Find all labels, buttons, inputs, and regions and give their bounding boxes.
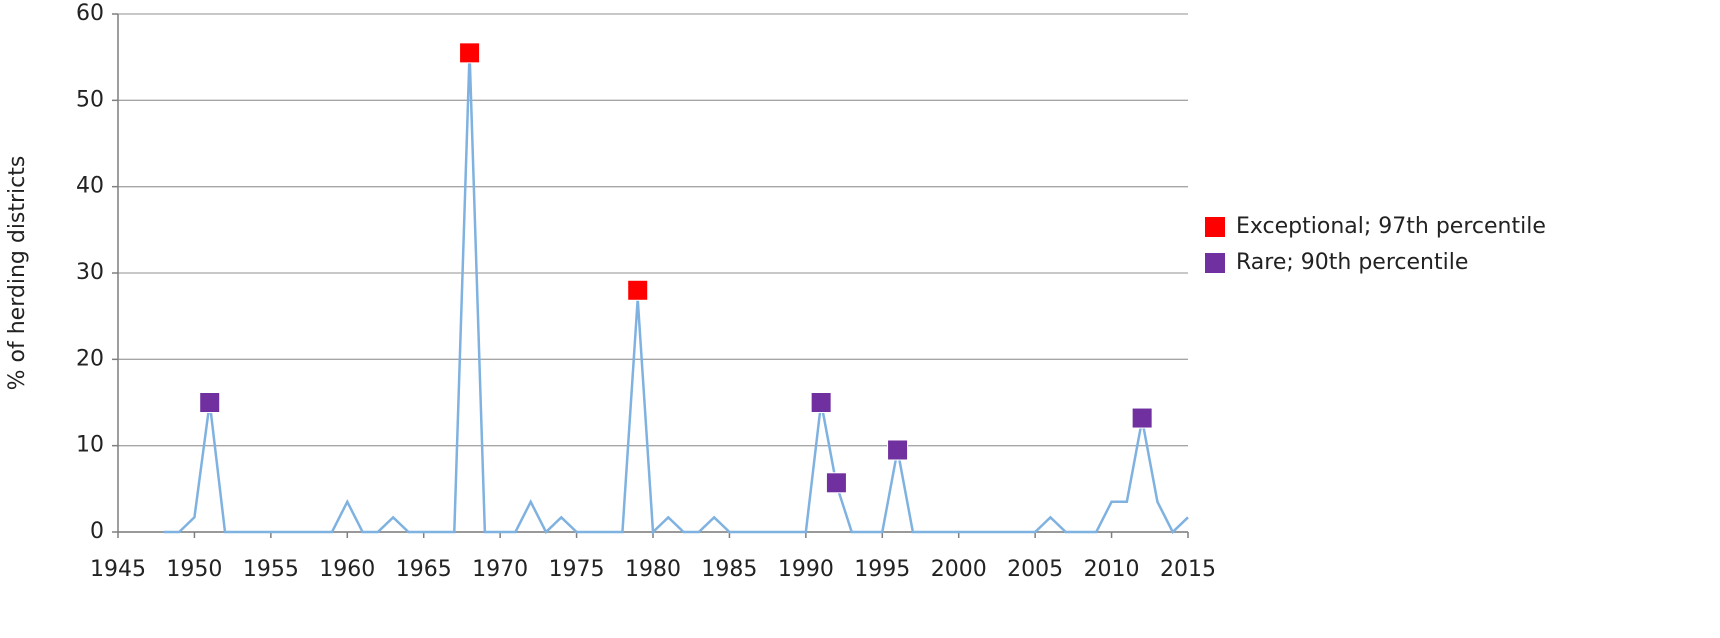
marker bbox=[459, 42, 481, 64]
y-tick-label: 50 bbox=[76, 87, 104, 112]
y-tick-label: 30 bbox=[76, 260, 104, 285]
y-axis-label: % of herding districts bbox=[5, 156, 30, 391]
x-tick-label: 2005 bbox=[1007, 557, 1063, 582]
x-tick-label: 1960 bbox=[319, 557, 375, 582]
marker bbox=[825, 472, 847, 494]
x-tick-label: 1985 bbox=[701, 557, 757, 582]
y-tick-label: 0 bbox=[90, 519, 104, 544]
x-tick-label: 2010 bbox=[1084, 557, 1140, 582]
x-tick-label: 1945 bbox=[90, 557, 146, 582]
legend-swatch bbox=[1205, 253, 1225, 273]
y-tick-label: 40 bbox=[76, 174, 104, 199]
x-tick-label: 1950 bbox=[166, 557, 222, 582]
marker bbox=[1131, 407, 1153, 429]
x-tick-label: 1975 bbox=[549, 557, 605, 582]
y-tick-label: 20 bbox=[76, 346, 104, 371]
marker bbox=[627, 279, 649, 301]
data-line bbox=[163, 52, 1189, 535]
x-tick-label: 1980 bbox=[625, 557, 681, 582]
x-tick-label: 2000 bbox=[931, 557, 987, 582]
x-tick-label: 1995 bbox=[854, 557, 910, 582]
legend-swatch bbox=[1205, 217, 1225, 237]
y-tick-label: 60 bbox=[76, 1, 104, 26]
x-tick-label: 2015 bbox=[1160, 557, 1216, 582]
x-tick-label: 1955 bbox=[243, 557, 299, 582]
y-tick-label: 10 bbox=[76, 433, 104, 458]
legend-label: Exceptional; 97th percentile bbox=[1236, 214, 1546, 239]
x-tick-label: 1990 bbox=[778, 557, 834, 582]
marker bbox=[810, 392, 832, 413]
marker bbox=[199, 392, 221, 413]
marker bbox=[887, 439, 909, 461]
x-tick-label: 1965 bbox=[396, 557, 452, 582]
x-tick-label: 1970 bbox=[472, 557, 528, 582]
legend-label: Rare; 90th percentile bbox=[1236, 250, 1468, 275]
